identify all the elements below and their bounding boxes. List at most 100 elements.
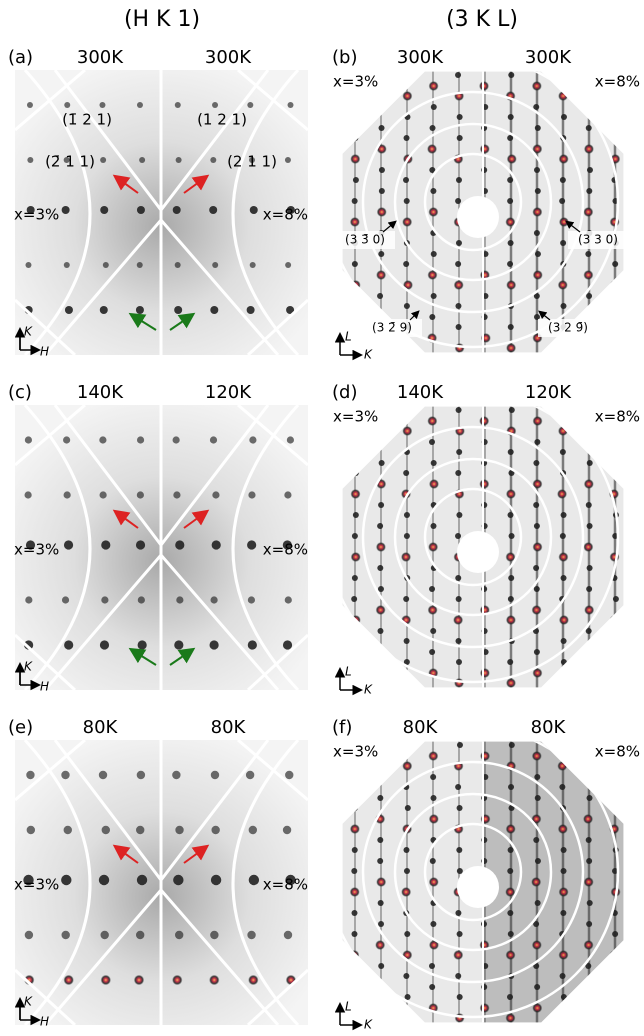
spot: [427, 605, 438, 615]
spot: [583, 270, 594, 280]
column-header: (3 K L): [446, 7, 518, 32]
spot: [584, 751, 595, 761]
spot: [455, 407, 462, 413]
spot: [534, 439, 541, 445]
panel-label: (d): [332, 382, 357, 403]
spot: [429, 125, 436, 131]
spot: [637, 439, 643, 445]
green-arrow: [169, 647, 196, 666]
spot: [586, 167, 593, 173]
doping: x=8%: [263, 541, 308, 559]
white-line: [13, 68, 310, 357]
spot: [483, 397, 489, 403]
spot: [558, 887, 569, 897]
spot: [636, 877, 644, 887]
spot: [532, 542, 543, 552]
spot: [583, 877, 594, 887]
spot: [609, 91, 620, 101]
spot: [377, 586, 384, 592]
spot: [455, 575, 462, 581]
spot: [456, 135, 463, 141]
spot: [559, 449, 566, 455]
spot: [532, 270, 543, 280]
spot: [282, 540, 292, 550]
spot: [61, 874, 72, 886]
spot: [246, 306, 255, 314]
spot: [63, 436, 71, 444]
spot: [455, 261, 462, 267]
spot: [506, 343, 517, 353]
spot: [209, 206, 218, 214]
reflection-label: (1̄ 2 1): [62, 111, 112, 129]
spot: [326, 963, 332, 969]
spot: [609, 678, 620, 688]
spot: [585, 837, 592, 843]
spot: [534, 900, 541, 906]
spot: [585, 628, 592, 634]
red-arrow: [183, 509, 210, 529]
spot: [612, 784, 619, 790]
spot: [64, 640, 74, 650]
spot: [479, 144, 490, 154]
spot: [455, 366, 461, 372]
diffraction-panel-hk1: [13, 403, 310, 692]
panel-label: (e): [8, 717, 33, 738]
spot: [375, 940, 386, 950]
spot: [638, 837, 644, 843]
spot: [375, 605, 386, 615]
spot: [378, 963, 385, 969]
spot: [531, 751, 542, 761]
white-ring: [342, 406, 620, 684]
spot: [98, 874, 110, 886]
spot: [479, 668, 490, 678]
spot: [209, 974, 220, 986]
spot: [455, 533, 462, 539]
spot: [583, 668, 594, 678]
white-ring: [423, 487, 523, 587]
white-ring: [361, 760, 585, 984]
spot: [324, 814, 334, 824]
spot: [378, 774, 385, 780]
spot: [209, 436, 218, 444]
spot: [482, 251, 489, 257]
doping: x=8%: [595, 743, 640, 761]
spot: [404, 931, 411, 937]
spot: [326, 188, 332, 194]
spot: [584, 81, 595, 91]
spot: [349, 217, 360, 227]
spot: [508, 470, 515, 476]
spot: [557, 280, 568, 290]
spot: [507, 261, 514, 267]
spot: [482, 649, 489, 655]
spot: [480, 751, 491, 761]
spot: [557, 426, 568, 436]
spot: [609, 426, 620, 436]
spot: [560, 512, 567, 518]
spot: [507, 847, 514, 853]
spot: [377, 837, 384, 843]
spot: [136, 491, 144, 499]
spot: [24, 436, 33, 444]
spot: [375, 542, 386, 552]
spot: [560, 240, 567, 246]
white-ring: [342, 71, 620, 349]
spot: [507, 240, 514, 246]
diffraction-panel-hk1: [13, 68, 310, 357]
reflection-label: (3 3 0): [578, 233, 618, 247]
spot: [611, 994, 618, 1000]
spot: [99, 640, 110, 650]
spot: [534, 795, 541, 801]
spot: [349, 1013, 360, 1023]
spot: [455, 324, 462, 330]
spot: [507, 114, 514, 120]
spot: [560, 638, 567, 644]
spot: [327, 900, 333, 906]
spot: [637, 104, 643, 110]
spot: [637, 814, 644, 824]
spot: [533, 104, 540, 110]
spot: [637, 125, 643, 131]
spot: [99, 491, 107, 499]
spot: [531, 940, 542, 950]
spot: [324, 1003, 334, 1013]
spot: [352, 470, 359, 476]
